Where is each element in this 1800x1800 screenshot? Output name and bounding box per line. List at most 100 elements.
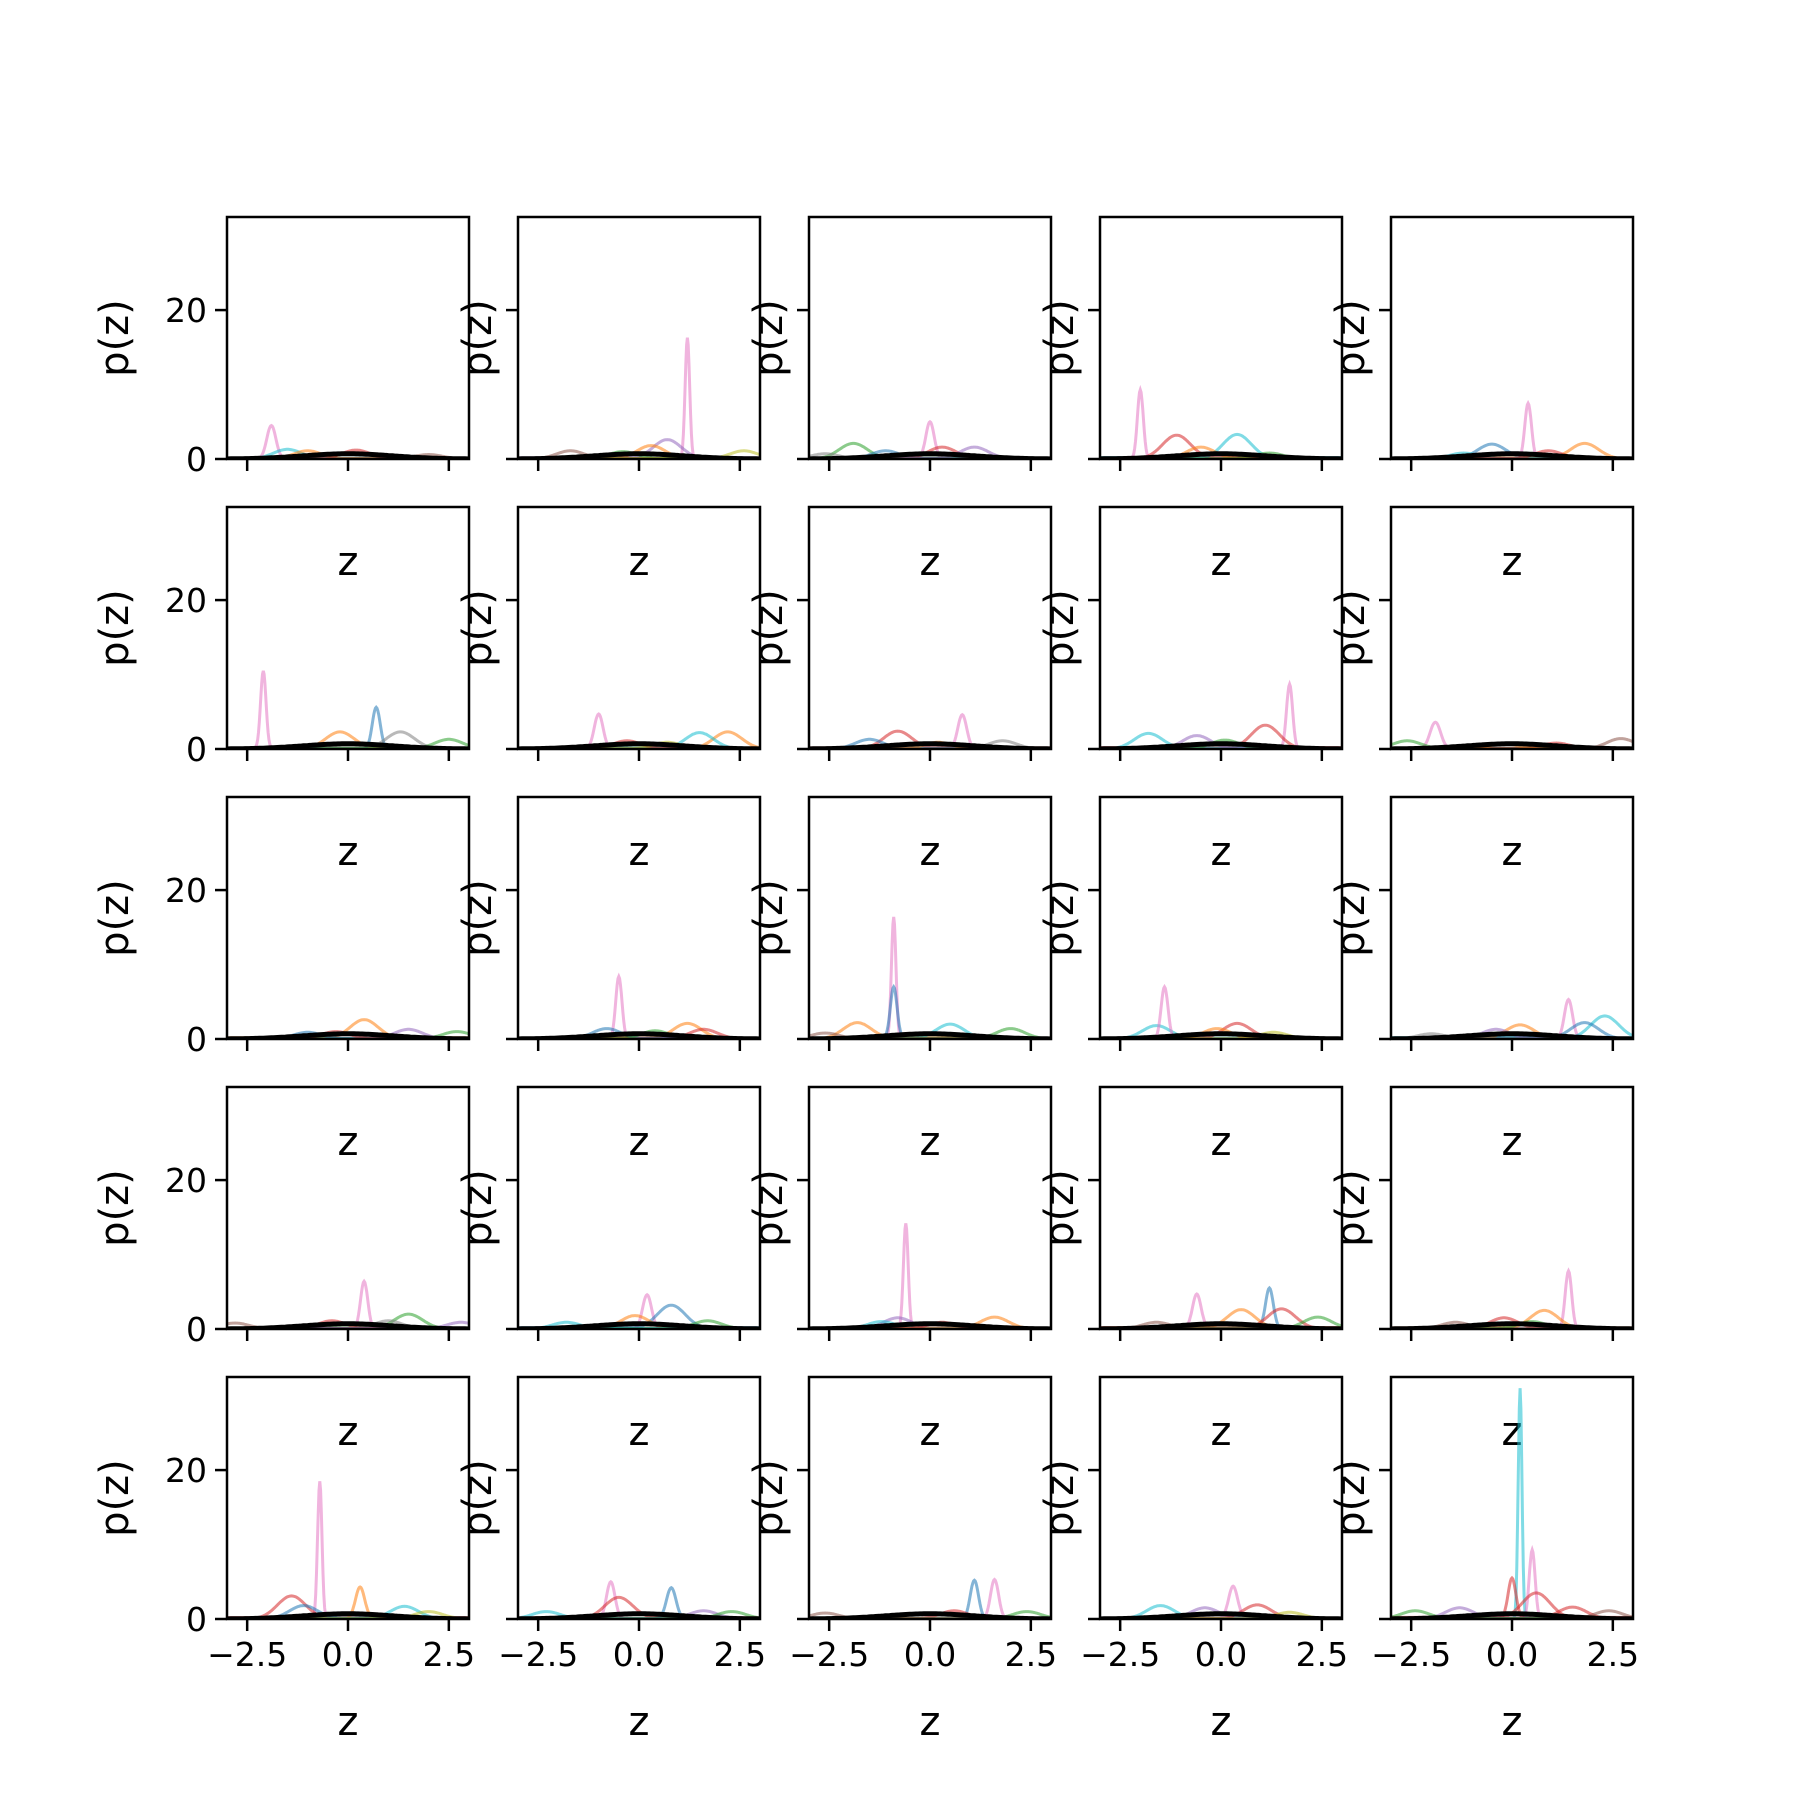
y-axis-label: p(z) [746,1459,792,1537]
x-axis-label: z [338,1119,359,1165]
y-tick-label: 0 [186,1600,207,1639]
series-line-1 [227,670,469,749]
x-axis-label: z [1502,1409,1523,1455]
subplot-3-2: z p(z) [455,795,762,1165]
subplot-1-4: z p(z) [1037,215,1344,585]
y-axis-label: p(z) [455,1169,501,1247]
series-line-1 [1391,720,1633,749]
y-tick-label: 0 [186,1020,207,1059]
x-axis-label: z [1211,539,1232,585]
x-axis-label: z [1211,1699,1232,1745]
y-axis-label: p(z) [1328,589,1374,667]
x-axis-label: z [629,1699,650,1745]
x-tick-label: −2.5 [207,1635,287,1674]
y-axis-label: p(z) [1037,1169,1083,1247]
x-axis-label: z [920,1409,941,1455]
x-axis-label: z [338,1699,359,1745]
subplot-2-4: z p(z) [1037,505,1344,875]
y-tick-label: 0 [186,730,207,769]
x-tick-label: −2.5 [498,1635,578,1674]
y-axis-label: p(z) [1037,879,1083,957]
x-axis-label: z [629,539,650,585]
x-axis-label: z [1502,1119,1523,1165]
subplot-2-5: z p(z) [1328,505,1635,875]
x-tick-label: 0.0 [613,1635,665,1674]
subplot-3-4: z p(z) [1037,795,1344,1165]
x-axis-label: z [920,1119,941,1165]
x-tick-label: 0.0 [904,1635,956,1674]
subplot-5-5: −2.5 0.0 2.5 z p(z) [1328,1375,1639,1745]
subplot-3-5: z p(z) [1328,795,1635,1165]
series-line-3 [1391,1575,1633,1619]
subplot-3-3: z p(z) [746,795,1053,1165]
y-tick-label: 20 [165,1161,207,1200]
subplot-1-2: z p(z) [455,215,762,585]
x-tick-label: 0.0 [1195,1635,1247,1674]
x-axis-label: z [1502,829,1523,875]
subplot-5-2: −2.5 0.0 2.5 z p(z) [455,1375,766,1745]
x-tick-label: 2.5 [423,1635,475,1674]
subplot-5-3: −2.5 0.0 2.5 z p(z) [746,1375,1057,1745]
x-tick-label: 0.0 [322,1635,374,1674]
series-line-1 [227,423,469,459]
subplot-4-5: z p(z) [1328,1085,1635,1455]
subplot-2-2: z p(z) [455,505,762,875]
subplot-4-3: z p(z) [746,1085,1053,1455]
y-tick-label: 0 [186,1310,207,1349]
x-axis-label: z [1502,539,1523,585]
subplot-5-4: −2.5 0.0 2.5 z p(z) [1037,1375,1348,1745]
y-axis-label: p(z) [1037,1459,1083,1537]
y-axis-label: p(z) [455,879,501,957]
x-tick-label: 2.5 [714,1635,766,1674]
subplot-2-3: z p(z) [746,505,1053,875]
x-tick-label: 2.5 [1587,1635,1639,1674]
x-tick-label: 2.5 [1296,1635,1348,1674]
subplot-3-1: z 0 20 p(z) [92,795,471,1165]
subplot-grid: z 0 20 p(z) z p(z) z p(z) z p(z) z p(z) z 0 20 p(z) z p(z… [92,215,1639,1745]
x-tick-label: 0.0 [1486,1635,1538,1674]
y-tick-label: 20 [165,1451,207,1490]
x-tick-label: 2.5 [1005,1635,1057,1674]
y-axis-label: p(z) [92,299,138,377]
subplot-1-3: z p(z) [746,215,1053,585]
y-axis-label: p(z) [746,299,792,377]
subplot-1-5: z p(z) [1328,215,1635,585]
y-axis-label: p(z) [746,879,792,957]
y-axis-label: p(z) [1328,299,1374,377]
series-line-1 [1100,384,1342,459]
y-axis-label: p(z) [92,1459,138,1537]
x-axis-label: z [1211,1409,1232,1455]
x-axis-label: z [629,829,650,875]
x-axis-label: z [1211,1119,1232,1165]
y-axis-label: p(z) [92,879,138,957]
y-axis-label: p(z) [455,589,501,667]
y-axis-label: p(z) [92,1169,138,1247]
y-axis-label: p(z) [746,1169,792,1247]
subplot-4-2: z p(z) [455,1085,762,1455]
x-axis-label: z [338,829,359,875]
subplot-5-1: −2.5 0.0 2.5 z 0 20 p(z) [92,1375,475,1745]
y-axis-label: p(z) [1328,1169,1374,1247]
x-axis-label: z [920,1699,941,1745]
y-tick-label: 0 [186,440,207,479]
x-axis-label: z [1502,1699,1523,1745]
y-axis-label: p(z) [455,299,501,377]
y-axis-label: p(z) [746,589,792,667]
x-tick-label: −2.5 [789,1635,869,1674]
subplot-1-1: z 0 20 p(z) [92,215,471,585]
x-axis-label: z [629,1409,650,1455]
y-axis-label: p(z) [92,589,138,667]
series-line-1 [809,419,1051,459]
y-axis-label: p(z) [455,1459,501,1537]
subplot-4-4: z p(z) [1037,1085,1344,1455]
y-axis-label: p(z) [1037,589,1083,667]
x-tick-label: −2.5 [1371,1635,1451,1674]
x-axis-label: z [338,539,359,585]
x-axis-label: z [629,1119,650,1165]
x-axis-label: z [920,539,941,585]
x-axis-label: z [338,1409,359,1455]
subplot-4-1: z 0 20 p(z) [92,1085,471,1455]
y-axis-label: p(z) [1328,879,1374,957]
